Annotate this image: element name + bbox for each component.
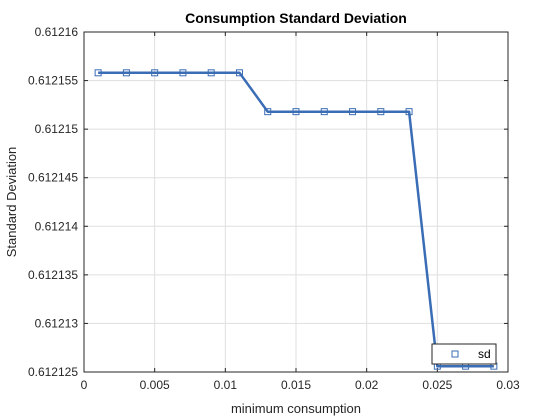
chart-title: Consumption Standard Deviation bbox=[185, 10, 407, 26]
data-point-marker bbox=[207, 69, 215, 77]
data-point-marker bbox=[122, 69, 130, 77]
y-tick-label: 0.612125 bbox=[28, 365, 78, 379]
x-axis-label: minimum consumption bbox=[231, 401, 361, 416]
y-tick-label: 0.61213 bbox=[35, 316, 79, 330]
data-point-marker bbox=[292, 108, 300, 116]
data-point-marker bbox=[405, 108, 413, 116]
x-tick-label: 0.015 bbox=[281, 378, 311, 392]
x-tick-label: 0.02 bbox=[355, 378, 379, 392]
y-tick-label: 0.612145 bbox=[28, 171, 78, 185]
legend-marker bbox=[451, 350, 459, 358]
data-point-marker bbox=[179, 69, 187, 77]
y-tick-label: 0.61215 bbox=[35, 122, 79, 136]
data-point-marker bbox=[320, 108, 328, 116]
data-point-marker bbox=[264, 108, 272, 116]
legend-box bbox=[431, 343, 497, 365]
x-tick-label: 0 bbox=[81, 378, 88, 392]
data-point-marker bbox=[349, 108, 357, 116]
x-tick-label: 0.03 bbox=[496, 378, 520, 392]
series-line-sd bbox=[98, 71, 494, 368]
data-point-marker bbox=[94, 69, 102, 77]
x-tick-label: 0.01 bbox=[214, 378, 238, 392]
y-tick-label: 0.61216 bbox=[35, 25, 79, 39]
y-tick-label: 0.61214 bbox=[35, 219, 79, 233]
x-tick-label: 0.005 bbox=[140, 378, 170, 392]
data-point-marker bbox=[377, 108, 385, 116]
y-tick-label: 0.612135 bbox=[28, 268, 78, 282]
y-tick-label: 0.612155 bbox=[28, 74, 78, 88]
data-point-marker bbox=[235, 69, 243, 77]
y-axis-label: Standard Deviation bbox=[4, 147, 19, 258]
legend-label: sd bbox=[478, 347, 491, 361]
x-tick-label: 0.025 bbox=[422, 378, 452, 392]
data-point-marker bbox=[151, 69, 159, 77]
